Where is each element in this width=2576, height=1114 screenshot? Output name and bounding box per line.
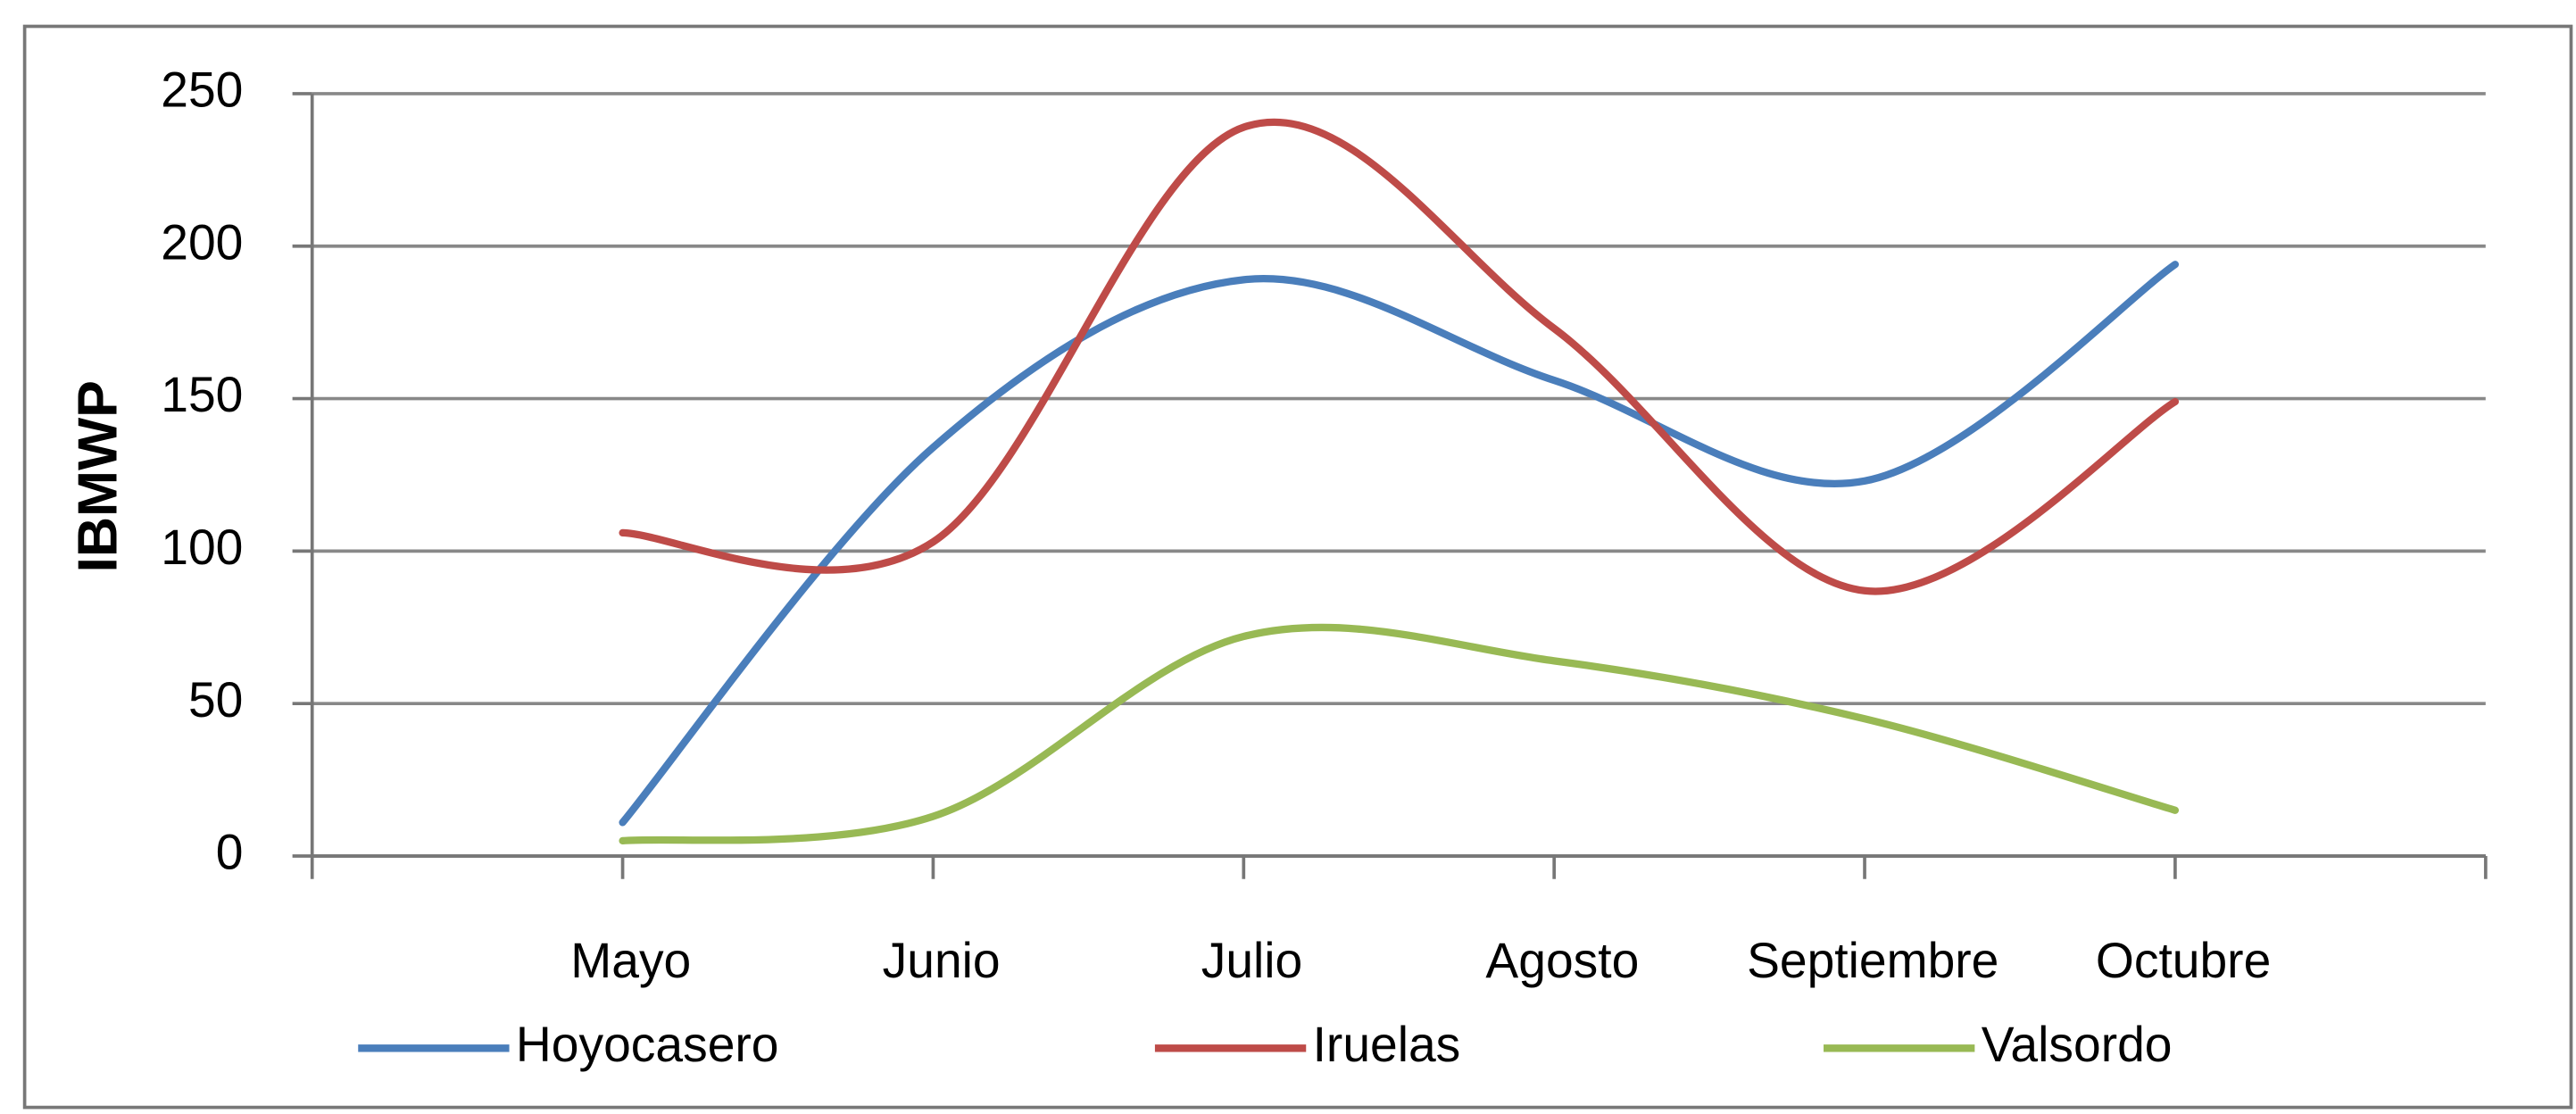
- x-tick-label: Mayo: [570, 933, 691, 988]
- series-line: [619, 118, 2180, 595]
- x-tick-label: Octubre: [2096, 933, 2271, 988]
- y-tick-label: 250: [161, 62, 243, 118]
- x-tick-label: Julio: [1201, 933, 1303, 988]
- legend-label: Hoyocasero: [516, 1017, 779, 1072]
- y-tick-label: 150: [161, 367, 243, 422]
- y-tick-label: 100: [161, 520, 243, 575]
- legend-label: Iruelas: [1313, 1017, 1461, 1072]
- y-tick-label: 200: [161, 214, 243, 270]
- x-tick-label: Junio: [883, 933, 1001, 988]
- series-line: [619, 261, 2180, 827]
- series-line: [619, 623, 2180, 845]
- y-tick-label: 0: [216, 825, 244, 880]
- chart-border: [22, 24, 2573, 1110]
- x-tick-label: Septiembre: [1747, 933, 1998, 988]
- legend-label: Valsordo: [1982, 1017, 2173, 1072]
- y-axis-label: IBMWP: [67, 380, 129, 572]
- x-tick-label: Agosto: [1485, 933, 1639, 988]
- y-tick-label: 50: [188, 672, 243, 727]
